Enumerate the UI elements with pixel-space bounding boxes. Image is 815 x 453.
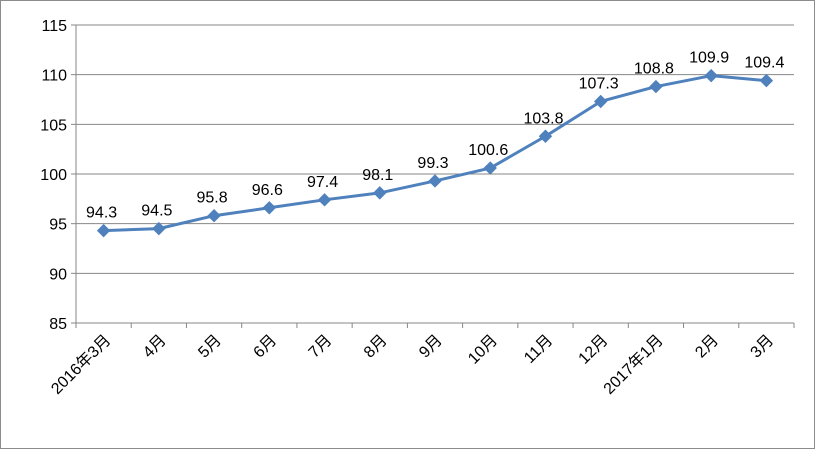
data-label: 97.4 [307,174,338,191]
data-label: 109.4 [744,55,784,72]
data-labels: 94.3 94.5 95.8 96.6 97.4 98.1 99.3 100.6 103.8 10… [86,50,784,222]
data-point-marker [373,186,387,200]
y-tick-labels: 85 90 95 100 105 110 115 [40,18,67,333]
axes [71,24,795,328]
series-line-path [102,74,768,233]
data-label: 100.6 [468,142,508,159]
gridlines [76,24,794,274]
x-tick-label: 7月 [306,332,336,362]
data-label: 103.8 [523,110,563,127]
data-point-marker [538,129,553,143]
data-label: 99.3 [417,155,448,172]
x-tick-label: 4月 [140,332,170,362]
data-point-marker [759,73,774,88]
data-point-marker [483,161,497,175]
y-tick-label: 110 [41,68,67,85]
data-point-marker [649,79,663,94]
data-label: 94.3 [86,205,117,222]
data-label: 95.8 [197,190,228,207]
data-point-marker [207,209,221,223]
x-tick-label: 8月 [361,332,391,362]
data-label: 94.5 [141,203,172,220]
x-tick-label: 2月 [692,332,722,362]
x-tick-label: 6月 [251,332,281,362]
data-label: 107.3 [579,75,619,92]
x-tick-label: 11月 [521,332,556,367]
y-tick-label: 95 [49,217,67,234]
y-tick-label: 115 [41,18,67,35]
data-point-marker [593,94,608,109]
x-tick-label: 5月 [195,332,225,362]
y-tick-label: 85 [49,316,67,333]
series-markers [96,68,774,238]
y-tick-label: 100 [40,167,67,184]
x-tick-label: 3月 [748,332,778,362]
series-line [102,74,768,233]
data-label: 108.8 [634,61,674,78]
x-tick-label: 9月 [416,332,446,362]
data-label: 98.1 [362,167,393,184]
x-tick-label: 2017年1月 [600,331,667,398]
y-tick-label: 105 [40,117,67,134]
data-point-marker [428,174,442,188]
data-label: 109.9 [689,50,729,67]
x-tick-label: 12月 [576,332,612,368]
data-point-marker [96,223,111,238]
y-tick-label: 90 [49,266,67,283]
data-point-marker [317,193,332,207]
data-point-marker [704,68,718,83]
x-tick-label: 2016年3月 [48,331,115,398]
x-tick-label: 10月 [465,332,501,368]
data-label: 96.6 [252,182,283,199]
data-point-marker [262,201,277,215]
data-point-marker [152,221,166,236]
